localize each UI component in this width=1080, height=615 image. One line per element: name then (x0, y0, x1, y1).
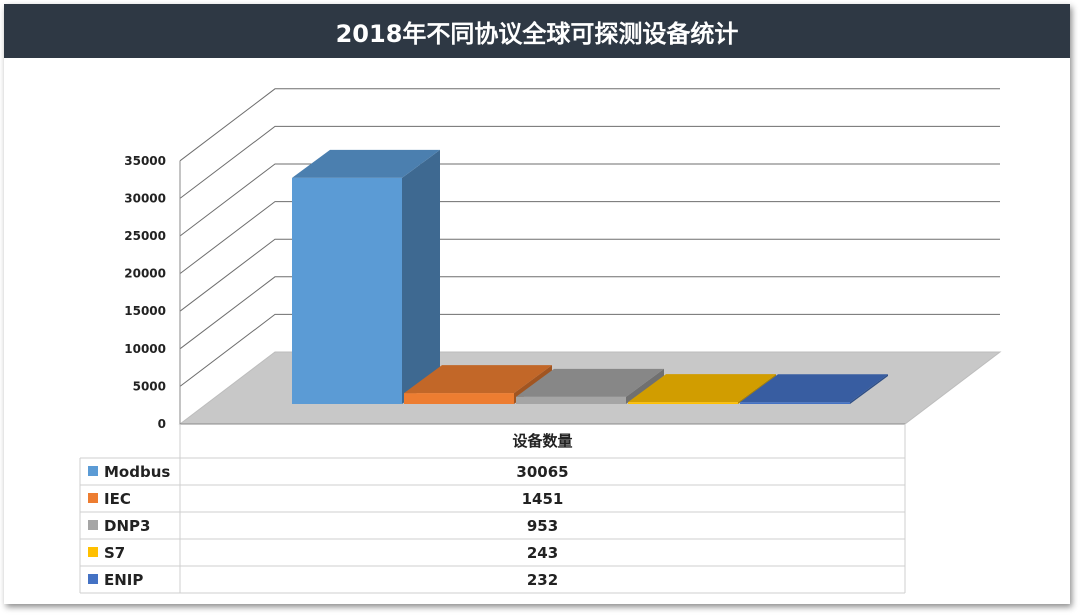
y-tick-label-5000: 5000 (133, 379, 166, 393)
chart-title: 2018年不同协议全球可探测设备统计 (4, 4, 1070, 58)
gridline-5000 (179, 313, 1000, 387)
y-tick-label-35000: 35000 (124, 154, 166, 168)
bar-enip-side (850, 374, 888, 404)
gridline-10000 (179, 276, 1000, 350)
bar-dnp3-top (516, 368, 664, 397)
bar-s7-side (738, 374, 776, 404)
legend-swatch-enip (88, 574, 98, 584)
side-wall (180, 88, 275, 425)
legend-label-iec: IEC (104, 490, 131, 508)
legend-swatch-s7 (88, 547, 98, 557)
bar-iec (404, 393, 514, 404)
y-tick-label-25000: 25000 (124, 229, 166, 243)
legend-label-dnp3: DNP3 (104, 517, 150, 535)
bar-modbus (292, 177, 402, 404)
legend-swatch-dnp3 (88, 520, 98, 530)
bar-modbus-top (292, 149, 440, 178)
legend-swatch-iec (88, 493, 98, 503)
y-tick-label-20000: 20000 (124, 267, 166, 281)
legend-label-s7: S7 (104, 544, 125, 562)
data-label-modbus: 30065 (516, 463, 568, 481)
bar-enip-top (740, 374, 888, 403)
bar-modbus-side (402, 149, 440, 404)
y-tick-label-10000: 10000 (124, 342, 166, 356)
legend-label-modbus: Modbus (104, 463, 170, 481)
gridline-30000 (179, 125, 1000, 199)
data-label-iec: 1451 (522, 490, 564, 508)
bar-iec-top (404, 365, 552, 394)
data-label-enip: 232 (527, 571, 558, 589)
gridline-25000 (179, 163, 1000, 237)
bar-dnp3-side (626, 368, 664, 404)
y-tick-label-30000: 30000 (124, 191, 166, 205)
gridline-20000 (179, 201, 1000, 274)
bar-enip (740, 402, 850, 404)
back-wall (275, 88, 1000, 353)
data-label-dnp3: 953 (527, 517, 558, 535)
bar-dnp3 (516, 396, 626, 404)
legend-swatch-modbus (88, 466, 98, 476)
legend-label-enip: ENIP (104, 571, 143, 589)
gridline-15000 (179, 238, 1000, 312)
bar-s7 (628, 402, 738, 404)
table-header: 设备数量 (512, 432, 572, 450)
data-label-s7: 243 (527, 544, 558, 562)
y-tick-label-15000: 15000 (124, 304, 166, 318)
y-tick-label-0: 0 (158, 417, 166, 431)
gridline-35000 (179, 88, 1000, 162)
bar-s7-top (628, 374, 776, 403)
